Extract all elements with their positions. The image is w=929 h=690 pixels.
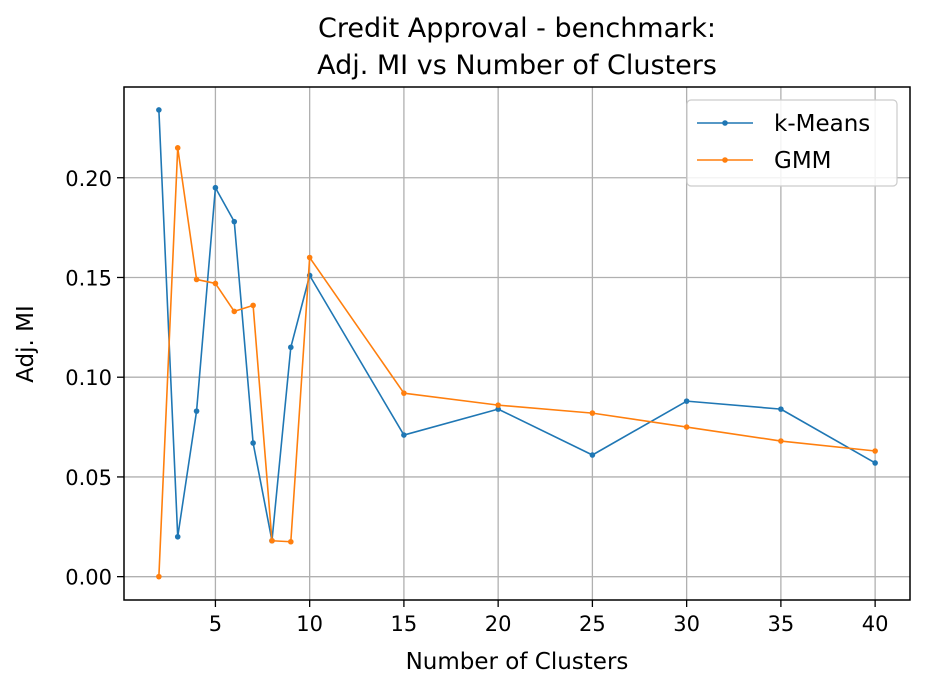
legend: k-Means GMM [686,99,898,187]
data-point-k-means [872,460,878,466]
y-axis-label: Adj. MI [13,305,39,383]
legend-label-kmeans: k-Means [774,111,870,137]
data-point-gmm [231,308,238,315]
data-point-gmm [212,280,219,287]
legend-marker-gmm [722,157,728,163]
data-point-k-means [174,533,181,540]
data-point-gmm [495,402,501,408]
y-tick-label: 0.05 [65,466,112,490]
data-point-k-means [231,218,238,225]
x-tick-label: 35 [768,612,795,636]
series-layer [156,107,878,580]
data-point-k-means [401,432,407,438]
data-point-k-means [495,406,501,412]
y-tick-label: 0.00 [65,566,112,590]
x-tick-label: 40 [862,612,889,636]
data-point-gmm [401,390,407,396]
y-tick-label: 0.15 [65,266,112,290]
data-point-k-means [288,344,294,351]
legend-box [686,99,898,187]
data-point-k-means [778,406,784,412]
data-point-gmm [778,438,784,444]
data-point-gmm [683,424,690,430]
data-point-gmm [250,302,256,309]
data-point-gmm [156,573,162,580]
x-tick-label: 15 [391,612,418,636]
data-point-gmm [288,538,294,545]
y-tick-label: 0.20 [65,167,112,191]
data-point-k-means [250,440,256,446]
data-point-k-means [589,452,596,458]
data-point-gmm [872,448,878,454]
legend-marker-kmeans [722,120,728,126]
legend-label-gmm: GMM [774,148,832,174]
data-point-k-means [683,398,690,404]
data-point-k-means [212,184,219,191]
data-point-gmm [174,145,181,151]
data-point-gmm [306,254,313,261]
chart-title-line2: Adj. MI vs Number of Clusters [317,50,717,81]
y-tick-label: 0.10 [65,366,112,390]
x-axis-label: Number of Clusters [406,649,629,675]
data-point-k-means [193,408,200,414]
x-tick-label: 30 [673,612,700,636]
series-gmm [156,145,878,580]
data-point-gmm [269,537,275,544]
chart-title-line1: Credit Approval - benchmark: [318,13,716,44]
x-tick-label: 10 [296,612,323,636]
x-tick-label: 20 [485,612,512,636]
plot-frame [123,86,911,601]
data-point-k-means [156,107,162,113]
x-tick-label: 5 [209,612,222,636]
data-point-gmm [193,276,200,283]
x-tick-label: 25 [579,612,606,636]
data-point-gmm [589,410,596,416]
ticks: 5 10 15 20 25 30 35 40 0.00 0.05 0.10 0.15 0.20 [65,167,888,636]
